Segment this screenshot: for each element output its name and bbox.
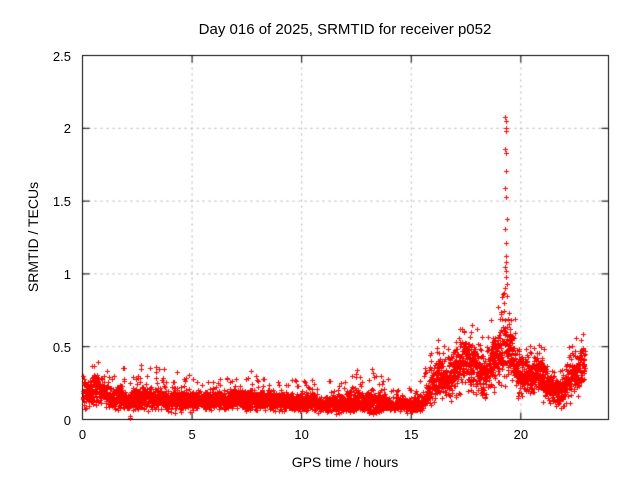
y-tick-label: 2 xyxy=(63,121,71,137)
chart-title: Day 016 of 2025, SRMTID for receiver p05… xyxy=(198,21,492,38)
y-tick-label: 1 xyxy=(63,266,71,282)
x-tick-label: 15 xyxy=(404,427,419,442)
x-tick-label: 0 xyxy=(78,427,87,442)
y-tick-label: 2.5 xyxy=(52,48,71,64)
y-tick-label: 0.5 xyxy=(52,339,71,355)
x-tick-label: 20 xyxy=(513,427,529,442)
y-tick-label: 1.5 xyxy=(52,194,71,210)
x-tick-label: 10 xyxy=(294,427,309,442)
x-tick-label: 5 xyxy=(188,427,196,442)
y-tick-label: 0 xyxy=(63,412,71,428)
x-axis-label: GPS time / hours xyxy=(291,454,399,470)
